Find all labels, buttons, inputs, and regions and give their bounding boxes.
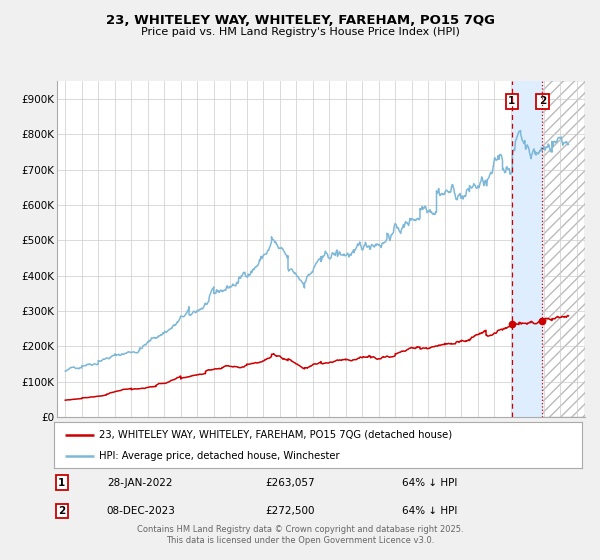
Text: 23, WHITELEY WAY, WHITELEY, FAREHAM, PO15 7QG (detached house): 23, WHITELEY WAY, WHITELEY, FAREHAM, PO1…	[99, 430, 452, 440]
Text: 2: 2	[58, 506, 65, 516]
Text: 64% ↓ HPI: 64% ↓ HPI	[403, 506, 458, 516]
Text: £263,057: £263,057	[265, 478, 315, 488]
Text: £272,500: £272,500	[265, 506, 315, 516]
Text: 64% ↓ HPI: 64% ↓ HPI	[403, 478, 458, 488]
Text: 1: 1	[58, 478, 65, 488]
Text: HPI: Average price, detached house, Winchester: HPI: Average price, detached house, Winc…	[99, 451, 340, 461]
Text: Contains HM Land Registry data © Crown copyright and database right 2025.
This d: Contains HM Land Registry data © Crown c…	[137, 525, 463, 545]
Text: Price paid vs. HM Land Registry's House Price Index (HPI): Price paid vs. HM Land Registry's House …	[140, 27, 460, 37]
Bar	[512, 81, 542, 417]
Text: 08-DEC-2023: 08-DEC-2023	[107, 506, 176, 516]
Text: 23, WHITELEY WAY, WHITELEY, FAREHAM, PO15 7QG: 23, WHITELEY WAY, WHITELEY, FAREHAM, PO1…	[106, 14, 494, 27]
Text: 2: 2	[539, 96, 546, 106]
Text: 1: 1	[508, 96, 515, 106]
Bar	[542, 81, 585, 417]
Text: 28-JAN-2022: 28-JAN-2022	[107, 478, 172, 488]
